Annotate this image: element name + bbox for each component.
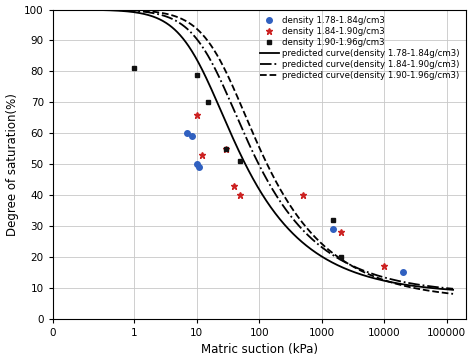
- density 1.84-1.90g/cm3: [237, 193, 243, 197]
- predicted curve(density 1.78-1.84g/cm3): [289, 230, 295, 235]
- predicted curve(density 1.84-1.90g/cm3): [276, 197, 282, 201]
- predicted curve(density 1.90-1.96g/cm3): [343, 260, 349, 265]
- predicted curve(density 1.90-1.96g/cm3): [276, 184, 282, 189]
- predicted curve(density 1.90-1.96g/cm3): [450, 292, 456, 296]
- density 1.90-1.96g/cm3: [237, 159, 243, 163]
- density 1.78-1.84g/cm3: [400, 270, 406, 275]
- density 1.84-1.90g/cm3: [231, 184, 237, 188]
- predicted curve(density 1.78-1.84g/cm3): [389, 280, 394, 285]
- X-axis label: Matric suction (kPa): Matric suction (kPa): [201, 344, 318, 357]
- density 1.90-1.96g/cm3: [330, 218, 336, 222]
- density 1.84-1.90g/cm3: [382, 264, 387, 269]
- predicted curve(density 1.90-1.96g/cm3): [264, 161, 270, 166]
- density 1.90-1.96g/cm3: [224, 147, 229, 151]
- predicted curve(density 1.78-1.84g/cm3): [450, 288, 456, 292]
- density 1.84-1.90g/cm3: [199, 153, 204, 157]
- Legend: density 1.78-1.84g/cm3, density 1.84-1.90g/cm3, density 1.90-1.96g/cm3, predicte: density 1.78-1.84g/cm3, density 1.84-1.9…: [258, 14, 461, 82]
- predicted curve(density 1.84-1.90g/cm3): [343, 260, 349, 265]
- density 1.90-1.96g/cm3: [131, 66, 137, 71]
- predicted curve(density 1.78-1.84g/cm3): [264, 199, 270, 204]
- predicted curve(density 1.78-1.84g/cm3): [276, 215, 282, 220]
- predicted curve(density 1.84-1.90g/cm3): [289, 215, 295, 220]
- density 1.90-1.96g/cm3: [337, 255, 343, 259]
- Line: predicted curve(density 1.78-1.84g/cm3): predicted curve(density 1.78-1.84g/cm3): [9, 9, 453, 290]
- Line: density 1.84-1.90g/cm3: density 1.84-1.90g/cm3: [193, 111, 388, 270]
- predicted curve(density 1.90-1.96g/cm3): [34, 7, 39, 12]
- Line: predicted curve(density 1.90-1.96g/cm3): predicted curve(density 1.90-1.96g/cm3): [9, 9, 453, 294]
- predicted curve(density 1.84-1.90g/cm3): [450, 287, 456, 291]
- Line: density 1.78-1.84g/cm3: density 1.78-1.84g/cm3: [184, 130, 406, 275]
- predicted curve(density 1.84-1.90g/cm3): [34, 7, 39, 12]
- predicted curve(density 1.84-1.90g/cm3): [6, 7, 12, 12]
- density 1.84-1.90g/cm3: [337, 230, 343, 235]
- predicted curve(density 1.78-1.84g/cm3): [34, 7, 39, 12]
- density 1.78-1.84g/cm3: [196, 165, 202, 169]
- density 1.78-1.84g/cm3: [194, 162, 200, 167]
- density 1.84-1.90g/cm3: [300, 193, 306, 197]
- density 1.90-1.96g/cm3: [205, 100, 210, 105]
- predicted curve(density 1.90-1.96g/cm3): [6, 7, 12, 12]
- predicted curve(density 1.84-1.90g/cm3): [264, 177, 270, 182]
- predicted curve(density 1.78-1.84g/cm3): [6, 7, 12, 12]
- density 1.78-1.84g/cm3: [190, 134, 195, 139]
- density 1.78-1.84g/cm3: [184, 131, 190, 135]
- density 1.84-1.90g/cm3: [194, 113, 200, 117]
- density 1.84-1.90g/cm3: [224, 147, 229, 151]
- density 1.78-1.84g/cm3: [330, 227, 336, 231]
- Y-axis label: Degree of saturation(%): Degree of saturation(%): [6, 93, 18, 236]
- predicted curve(density 1.90-1.96g/cm3): [389, 280, 394, 285]
- predicted curve(density 1.78-1.84g/cm3): [343, 267, 349, 271]
- Line: density 1.90-1.96g/cm3: density 1.90-1.96g/cm3: [132, 66, 343, 260]
- predicted curve(density 1.90-1.96g/cm3): [289, 206, 295, 210]
- density 1.90-1.96g/cm3: [194, 72, 200, 77]
- predicted curve(density 1.84-1.90g/cm3): [389, 277, 394, 281]
- Line: predicted curve(density 1.84-1.90g/cm3): predicted curve(density 1.84-1.90g/cm3): [9, 9, 453, 289]
